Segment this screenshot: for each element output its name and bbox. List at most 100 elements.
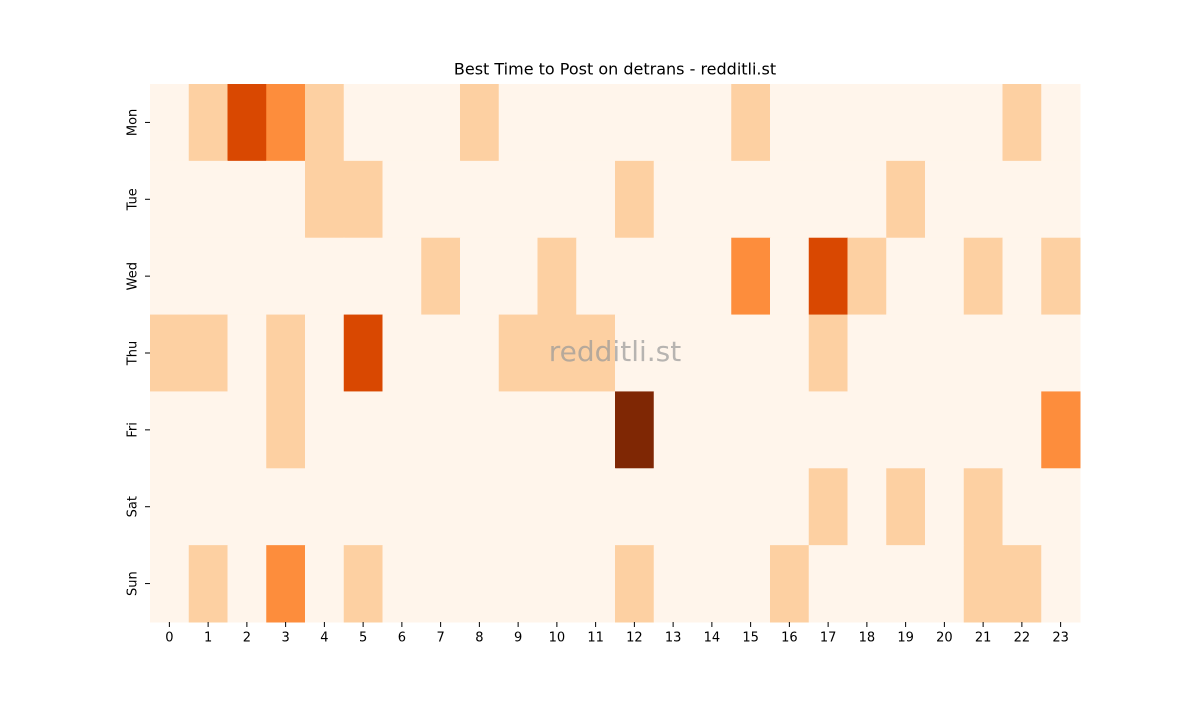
heatmap-cell	[421, 160, 461, 239]
heatmap-cell	[963, 391, 1003, 469]
heatmap-cell	[305, 468, 345, 546]
y-tick-label: Thu	[126, 341, 141, 366]
heatmap-cell	[692, 237, 732, 316]
x-tick-label: 6	[398, 631, 406, 646]
heatmap-cell	[460, 237, 500, 316]
heatmap-cell	[653, 314, 693, 392]
heatmap-cell	[1002, 314, 1042, 392]
heatmap-cell	[1002, 84, 1042, 162]
heatmap-cell	[227, 545, 267, 623]
heatmap-cell	[925, 237, 965, 316]
heatmap-cell	[731, 314, 771, 392]
heatmap-cell	[460, 160, 500, 239]
heatmap-cell	[498, 545, 538, 623]
heatmap-cell	[227, 237, 267, 316]
heatmap-cell	[537, 160, 577, 239]
heatmap-cell	[498, 314, 538, 392]
heatmap-cell	[963, 237, 1003, 316]
heatmap-cell	[847, 391, 887, 469]
heatmap-cell	[847, 545, 887, 623]
x-tick-label: 3	[281, 631, 289, 646]
heatmap-cell	[1041, 314, 1081, 392]
x-tick-label: 22	[1014, 631, 1031, 646]
heatmap-cell	[227, 468, 267, 546]
heatmap-cell	[343, 160, 383, 239]
y-tick-label: Sun	[126, 571, 141, 596]
heatmap-cell	[305, 545, 345, 623]
heatmap-cell	[1041, 84, 1081, 162]
heatmap-cell	[886, 160, 926, 239]
x-tick-label: 18	[859, 631, 876, 646]
y-tick-label: Sat	[126, 496, 141, 517]
heatmap-cell	[615, 84, 655, 162]
heatmap-cell	[576, 237, 616, 316]
heatmap-cell	[498, 237, 538, 316]
heatmap-cell	[150, 391, 190, 469]
heatmap-cell	[925, 160, 965, 239]
heatmap-cell	[227, 84, 267, 162]
heatmap-cell	[498, 468, 538, 546]
heatmap-cell	[847, 160, 887, 239]
heatmap-cell	[382, 237, 422, 316]
heatmap-cell	[963, 84, 1003, 162]
heatmap-cell	[305, 237, 345, 316]
x-tick-label: 14	[704, 631, 721, 646]
heatmap-cell	[266, 84, 306, 162]
heatmap-cell	[731, 84, 771, 162]
heatmap-cell	[847, 237, 887, 316]
heatmap-cell	[653, 468, 693, 546]
heatmap-cell	[266, 391, 306, 469]
heatmap-cell	[576, 391, 616, 469]
x-tick-label: 4	[320, 631, 328, 646]
heatmap-cell	[770, 314, 810, 392]
heatmap-cell	[537, 84, 577, 162]
heatmap-cell	[498, 391, 538, 469]
heatmap-cell	[847, 84, 887, 162]
heatmap-cell	[653, 160, 693, 239]
heatmap-cell	[188, 545, 228, 623]
heatmap-cell	[188, 160, 228, 239]
heatmap-cell	[305, 391, 345, 469]
y-tick-label: Mon	[126, 109, 141, 136]
heatmap-cell	[770, 545, 810, 623]
heatmap-cell	[808, 84, 848, 162]
heatmap-cell	[576, 545, 616, 623]
heatmap-cell	[188, 314, 228, 392]
heatmap-cell	[925, 468, 965, 546]
heatmap-cell	[188, 468, 228, 546]
x-tick-label: 8	[475, 631, 483, 646]
heatmap-cell	[615, 160, 655, 239]
heatmap-cell	[382, 84, 422, 162]
heatmap-cell	[382, 314, 422, 392]
x-tick-label: 13	[665, 631, 682, 646]
y-tick-label: Fri	[126, 422, 141, 438]
heatmap-cell	[886, 84, 926, 162]
heatmap-cell	[460, 468, 500, 546]
heatmap-cell	[498, 84, 538, 162]
heatmap-cell	[692, 160, 732, 239]
heatmap-cell	[576, 160, 616, 239]
heatmap-cell	[188, 391, 228, 469]
heatmap-cell	[537, 391, 577, 469]
heatmap-cell	[1002, 468, 1042, 546]
heatmap-cell	[847, 314, 887, 392]
heatmap-cell	[653, 237, 693, 316]
heatmap-cell	[576, 314, 616, 392]
heatmap-cells	[150, 84, 1081, 623]
heatmap-cell	[808, 314, 848, 392]
heatmap-cell	[615, 314, 655, 392]
heatmap-cell	[1041, 160, 1081, 239]
heatmap-cell	[460, 314, 500, 392]
heatmap-cell	[692, 545, 732, 623]
heatmap-cell	[615, 237, 655, 316]
heatmap-cell	[227, 160, 267, 239]
x-tick-label: 0	[165, 631, 173, 646]
x-tick-label: 23	[1052, 631, 1069, 646]
chart-title: Best Time to Post on detrans - redditli.…	[454, 60, 776, 79]
heatmap-cell	[808, 468, 848, 546]
x-tick-label: 5	[359, 631, 367, 646]
heatmap-cell	[770, 160, 810, 239]
heatmap-cell	[421, 468, 461, 546]
heatmap-cell	[188, 237, 228, 316]
